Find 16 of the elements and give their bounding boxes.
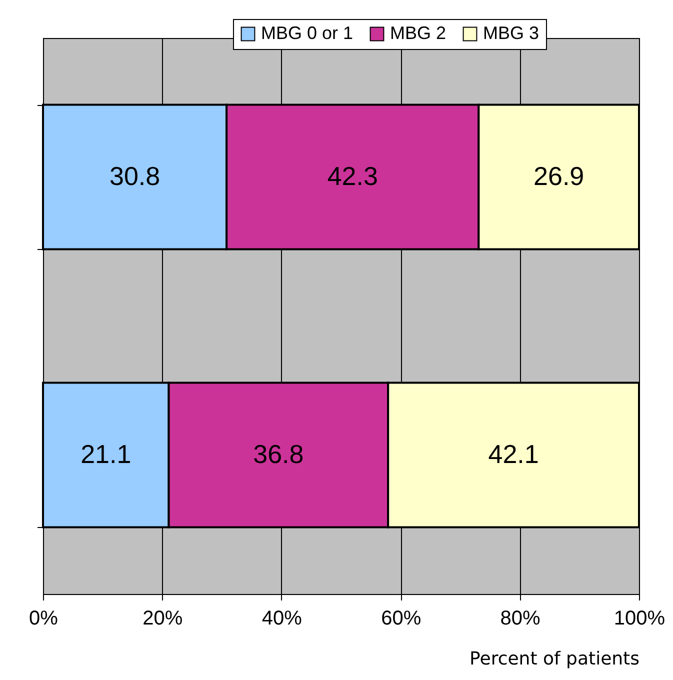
legend-label: MBG 0 or 1 <box>261 23 354 43</box>
legend-label: MBG 2 <box>390 23 446 43</box>
data-label: 42.3 <box>327 161 378 191</box>
legend-label: MBG 3 <box>483 23 540 43</box>
data-label: 30.8 <box>109 161 160 191</box>
x-tick-label: 40% <box>262 608 302 630</box>
data-label: 36.8 <box>253 439 304 469</box>
x-tick-label: 60% <box>381 608 422 630</box>
x-tick-label: 80% <box>500 608 541 630</box>
x-tick-label: 20% <box>142 608 183 630</box>
x-tick-label: 100% <box>614 608 666 630</box>
data-label: 42.1 <box>488 439 539 469</box>
data-label: 26.9 <box>534 161 584 191</box>
x-axis-title: Percent of patients <box>470 648 640 670</box>
data-label: 21.1 <box>80 439 132 469</box>
x-tick-label: 0% <box>29 608 58 630</box>
